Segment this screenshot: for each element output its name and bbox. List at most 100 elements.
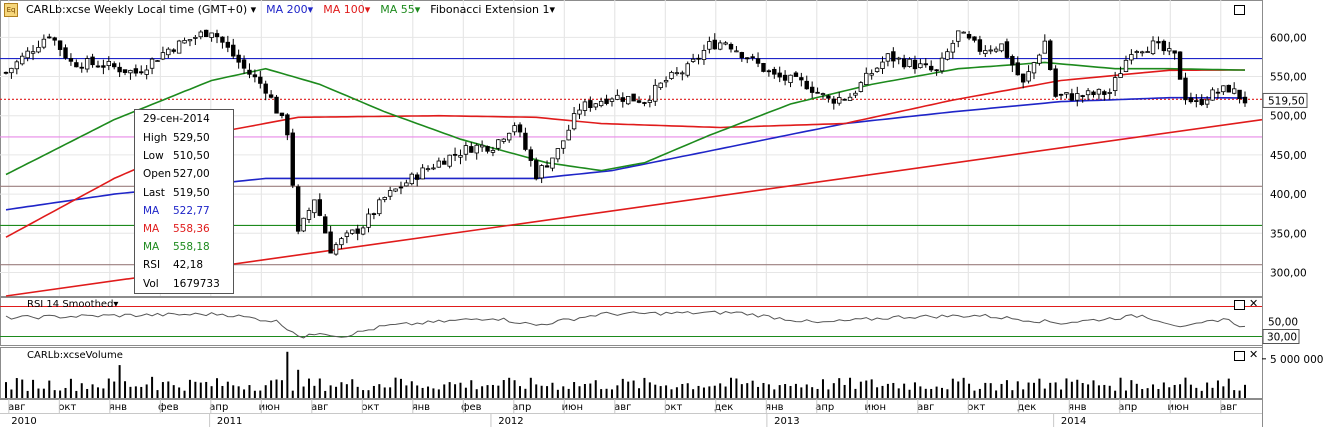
- candle-body: [425, 168, 431, 171]
- volume-bar: [96, 387, 99, 398]
- candle-body: [393, 188, 398, 192]
- volume-bar: [1216, 380, 1219, 398]
- candle-body: [458, 155, 463, 158]
- candle-body: [25, 50, 30, 59]
- candle-body: [1064, 92, 1069, 95]
- candle-body: [523, 132, 528, 150]
- volume-maximize-icon[interactable]: [1234, 351, 1245, 361]
- volume-bar: [924, 388, 927, 398]
- candle-body: [1242, 96, 1248, 104]
- candle-body: [1075, 93, 1080, 101]
- indicator-ma200[interactable]: MA 200▾: [266, 2, 314, 16]
- candle-body: [690, 58, 696, 62]
- month-tick-label: апр: [209, 402, 228, 413]
- indicator-ma100[interactable]: MA 100▾: [323, 2, 371, 16]
- maximize-icon[interactable]: [1234, 5, 1245, 15]
- tooltip-row: Open 527,00: [143, 168, 229, 183]
- volume-bar: [194, 381, 197, 398]
- symbol-title[interactable]: CARLb:xcse Weekly Local time (GMT+0) ▾: [26, 2, 257, 16]
- candle-body: [317, 199, 323, 216]
- candle-body: [112, 63, 117, 68]
- volume-bar: [713, 385, 716, 398]
- candle-body: [598, 100, 604, 107]
- candle-body: [1215, 91, 1221, 94]
- tooltip-row: Vol 1679733: [143, 278, 229, 293]
- volume-bar: [1141, 389, 1144, 398]
- volume-bar: [605, 388, 608, 398]
- candle-body: [225, 41, 231, 48]
- chart-header: CARLb:xcse Weekly Local time (GMT+0) ▾ M…: [26, 2, 555, 16]
- volume-bar: [973, 390, 976, 398]
- candle-body: [604, 98, 609, 104]
- indicator-ma55[interactable]: MA 55▾: [380, 2, 421, 16]
- volume-bar: [968, 383, 971, 398]
- candle-body: [139, 71, 144, 74]
- candle-body: [674, 72, 680, 75]
- month-tick-label: окт: [664, 402, 682, 413]
- volume-bar: [870, 379, 873, 398]
- candle-body: [1118, 73, 1123, 78]
- candle-body: [442, 160, 447, 165]
- tooltip-key: Low: [143, 150, 164, 163]
- candle-body: [149, 58, 155, 69]
- volume-bar: [318, 378, 321, 398]
- candle-body: [279, 112, 285, 116]
- month-tick-label: апр: [512, 402, 531, 413]
- tooltip-row: Last 519,50: [143, 187, 229, 202]
- candle-body: [869, 73, 874, 76]
- candle-body: [198, 31, 203, 38]
- rsi-maximize-icon[interactable]: [1234, 300, 1245, 310]
- volume-bar: [767, 384, 770, 398]
- rsi-close-icon[interactable]: ✕: [1249, 297, 1259, 310]
- volume-bar: [264, 385, 267, 398]
- volume-bar: [118, 365, 121, 398]
- candle-body: [436, 160, 442, 168]
- volume-bar: [648, 382, 651, 398]
- volume-bar: [237, 386, 240, 398]
- volume-bar: [1070, 381, 1073, 398]
- candle-body: [826, 95, 831, 99]
- candle-body: [1010, 56, 1015, 66]
- volume-bar: [702, 387, 705, 398]
- candle-body: [809, 86, 815, 93]
- candle-body: [1172, 50, 1177, 54]
- app-logo-icon[interactable]: Eq: [4, 3, 18, 17]
- candle-body: [323, 216, 328, 234]
- volume-bar: [567, 388, 570, 398]
- indicator-ma55-label: MA 55: [380, 2, 415, 16]
- price-tick-label: 600,00: [1270, 32, 1307, 44]
- volume-bar: [1168, 387, 1171, 398]
- volume-bar: [675, 387, 678, 398]
- volume-bar: [1097, 385, 1100, 398]
- volume-bar: [1065, 378, 1068, 398]
- candle-body: [1015, 62, 1020, 76]
- price-tick-label: 300,00: [1270, 267, 1307, 279]
- volume-bar: [897, 388, 900, 398]
- volume-bar: [978, 388, 981, 398]
- candle-body: [837, 97, 842, 104]
- volume-bar: [578, 386, 581, 398]
- indicator-fibonacci[interactable]: Fibonacci Extension 1▾: [430, 2, 555, 16]
- rsi-panel-label[interactable]: RSI 14 Smoothed▾: [27, 299, 119, 310]
- volume-bar: [843, 384, 846, 398]
- candle-body: [285, 114, 290, 136]
- candle-body: [447, 154, 452, 167]
- volume-close-icon[interactable]: ✕: [1249, 348, 1259, 361]
- volume-bar: [129, 386, 132, 398]
- candle-body: [209, 32, 214, 38]
- candle-body: [263, 83, 268, 94]
- data-tooltip: 29-сен-2014 High 529,50 Low 510,50 Open 527,0…: [134, 109, 234, 294]
- volume-bar: [827, 389, 830, 398]
- volume-bar: [454, 384, 457, 398]
- candle-body: [187, 39, 193, 42]
- candle-body: [1210, 89, 1215, 101]
- month-tick-label: апр: [1118, 402, 1137, 413]
- volume-bar: [773, 389, 776, 398]
- candle-body: [409, 173, 414, 185]
- volume-bar: [876, 387, 879, 398]
- candle-body: [371, 213, 377, 215]
- month-tick-label: окт: [967, 402, 985, 413]
- volume-bar: [475, 389, 478, 398]
- candle-body: [934, 69, 939, 72]
- candle-body: [636, 100, 642, 103]
